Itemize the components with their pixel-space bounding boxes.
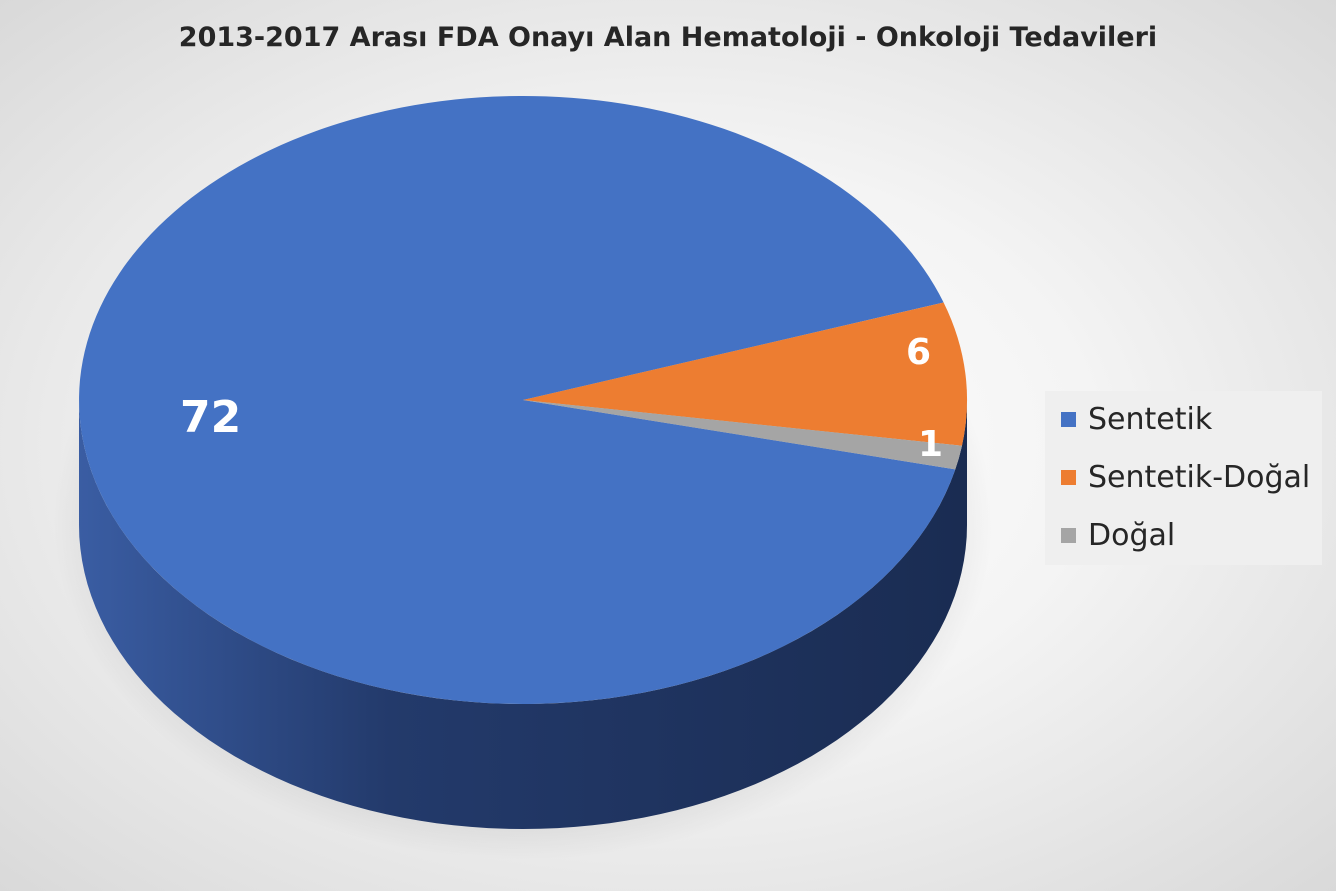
legend-swatch-sentetik	[1061, 411, 1076, 427]
legend-item-sentetik: Sentetik	[1061, 401, 1212, 437]
legend-item-sentetik-dogal: Sentetik-Doğal	[1061, 459, 1310, 495]
legend-swatch-dogal	[1061, 527, 1076, 543]
legend-swatch-sentetik-dogal	[1061, 469, 1076, 485]
slice-dogal	[523, 400, 962, 470]
legend-label-sentetik-dogal: Sentetik-Doğal	[1088, 459, 1311, 495]
legend-item-dogal: Doğal	[1061, 517, 1175, 553]
chart-title: 2013-2017 Arası FDA Onayı Alan Hematoloj…	[178, 22, 1158, 53]
legend: Sentetik Sentetik-Doğal Doğal	[1045, 391, 1322, 565]
slice-sentetik-dogal	[523, 302, 968, 446]
data-label-dogal: 1	[918, 424, 944, 465]
pie-side-wall	[79, 400, 967, 829]
legend-label-sentetik: Sentetik	[1088, 401, 1213, 437]
data-label-sentetik: 72	[180, 392, 242, 443]
slice-sentetik	[79, 95, 956, 704]
legend-label-dogal: Doğal	[1088, 517, 1176, 553]
data-label-sentetik-dogal: 6	[906, 332, 932, 373]
